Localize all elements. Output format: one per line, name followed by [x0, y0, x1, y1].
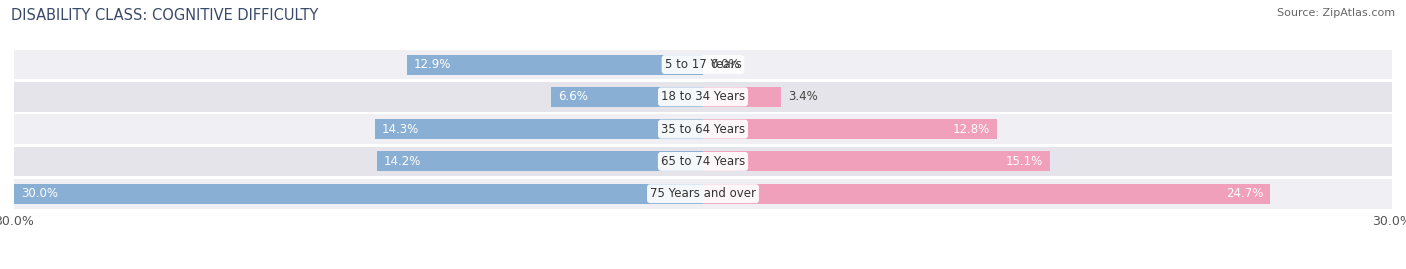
Bar: [14, 147, 1392, 176]
Bar: [14, 50, 1392, 79]
Bar: [14, 82, 1392, 112]
Text: 30.0%: 30.0%: [21, 187, 58, 200]
Bar: [703, 151, 1050, 171]
Text: 24.7%: 24.7%: [1226, 187, 1264, 200]
Bar: [14, 179, 1392, 208]
Text: DISABILITY CLASS: COGNITIVE DIFFICULTY: DISABILITY CLASS: COGNITIVE DIFFICULTY: [11, 8, 319, 23]
Bar: [374, 119, 703, 139]
Text: 5 to 17 Years: 5 to 17 Years: [665, 58, 741, 71]
Text: 15.1%: 15.1%: [1005, 155, 1043, 168]
Text: 65 to 74 Years: 65 to 74 Years: [661, 155, 745, 168]
Text: 3.4%: 3.4%: [787, 90, 818, 103]
Text: 14.3%: 14.3%: [381, 123, 419, 136]
Bar: [14, 184, 703, 204]
Bar: [14, 114, 1392, 144]
Text: Source: ZipAtlas.com: Source: ZipAtlas.com: [1277, 8, 1395, 18]
Text: 12.9%: 12.9%: [413, 58, 451, 71]
Text: 14.2%: 14.2%: [384, 155, 422, 168]
Bar: [377, 151, 703, 171]
Text: 75 Years and over: 75 Years and over: [650, 187, 756, 200]
Text: 0.0%: 0.0%: [710, 58, 740, 71]
Text: 6.6%: 6.6%: [558, 90, 588, 103]
Bar: [551, 87, 703, 107]
Text: 12.8%: 12.8%: [953, 123, 990, 136]
Bar: [703, 184, 1270, 204]
Text: 18 to 34 Years: 18 to 34 Years: [661, 90, 745, 103]
Legend: Male, Female: Male, Female: [636, 264, 770, 269]
Bar: [703, 87, 782, 107]
Bar: [406, 55, 703, 75]
Text: 35 to 64 Years: 35 to 64 Years: [661, 123, 745, 136]
Bar: [703, 119, 997, 139]
